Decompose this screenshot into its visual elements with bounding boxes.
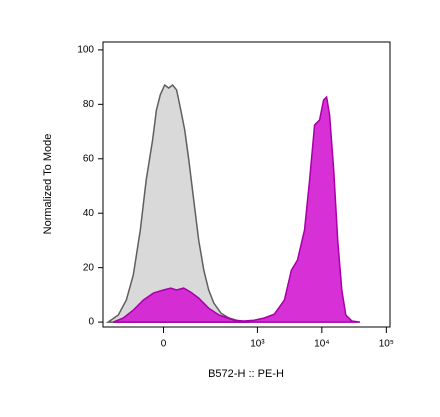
plot-frame xyxy=(102,41,391,328)
y-axis-title: Normalized To Mode xyxy=(42,134,54,235)
x-tick-label: 10⁵ xyxy=(379,339,394,350)
y-tick-label: 0 xyxy=(88,317,94,328)
y-tick-label: 40 xyxy=(83,208,95,219)
x-tick-label: 10⁴ xyxy=(314,339,329,350)
x-tick-label: 0 xyxy=(161,339,167,350)
y-tick-label: 60 xyxy=(83,153,95,164)
y-tick-label: 20 xyxy=(83,262,95,273)
y-tick-label: 80 xyxy=(83,99,95,110)
x-tick-label: 10³ xyxy=(250,339,265,350)
histogram-area xyxy=(113,95,361,323)
x-axis-title: B572-H :: PE-H xyxy=(208,368,284,380)
histogram-area xyxy=(105,83,250,323)
y-tick-label: 100 xyxy=(77,45,94,56)
